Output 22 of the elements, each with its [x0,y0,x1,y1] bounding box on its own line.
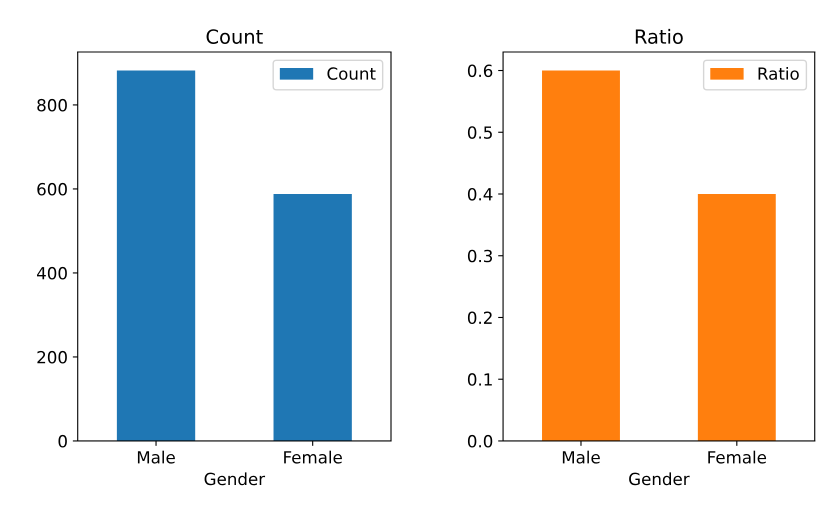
y-tick-label: 0 [58,434,67,448]
y-tick-label: 200 [37,350,67,364]
y-tick-label: 0.3 [468,250,492,262]
x-tick-label: Male [138,450,175,464]
x-tick-label: Female [284,450,342,464]
chart-title: Count [206,29,263,44]
x-tick-label: Female [708,450,766,464]
y-tick-label: 800 [37,98,67,112]
x-axis-title: Gender [204,472,266,486]
y-tick-label: 600 [37,182,67,196]
x-tick-label: Male [562,450,600,464]
y-tick-label: 0.0 [468,434,492,448]
chart-title: Ratio [636,28,683,44]
y-tick-label: 0.4 [468,188,492,201]
y-tick-label: 0.6 [468,64,492,78]
y-tick-label: 0.2 [468,311,492,324]
y-tick-label: 0.1 [468,373,492,386]
x-axis-title: Gender [629,472,690,486]
legend-label: Count [327,67,376,80]
y-tick-label: 0.5 [468,126,492,139]
legend-label: Ratio [758,67,799,80]
y-tick-label: 400 [36,266,67,280]
